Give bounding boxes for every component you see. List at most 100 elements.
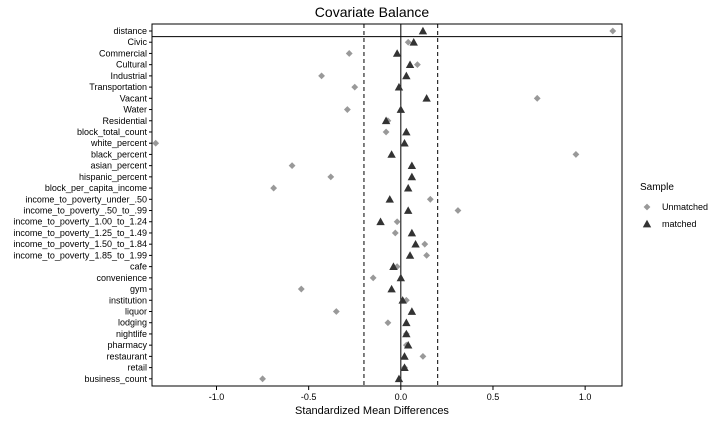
y-category-label: Vacant [120,93,148,103]
matched-point [389,262,398,270]
matched-point [392,49,402,57]
matched-point [396,105,406,113]
y-category-label: Cultural [116,60,147,70]
matched-point [376,217,385,226]
matched-point [405,60,415,69]
y-category-label: block_per_capita_income [45,183,147,193]
unmatched-point [533,94,541,102]
unmatched-point [152,139,160,147]
matched-point [381,116,391,125]
y-category-label: institution [109,295,147,305]
matched-point [402,318,411,327]
unmatched-point [393,263,401,271]
y-category-label: income_to_poverty_1.50_to_1.84 [13,239,147,249]
y-category-label: Water [123,105,147,115]
y-category-label: Commercial [99,48,147,58]
unmatched-point [343,106,351,113]
unmatched-point [369,274,377,282]
y-category-label: white_percent [90,138,148,148]
matched-point [407,228,417,237]
unmatched-point [414,61,421,69]
matched-point [407,307,417,315]
y-category-label: income_to_poverty_1.85_to_1.99 [13,250,147,260]
matched-point [396,273,406,282]
matched-point [394,82,404,91]
unmatched-point [259,375,266,383]
matched-point [385,195,394,203]
unmatched-point [384,319,392,327]
y-category-label: income_to_poverty_under_.50 [25,194,147,204]
y-category-label: gym [130,284,147,294]
y-category-label: Transportation [89,82,147,92]
matched-point [387,284,396,293]
y-category-label: nightlife [116,329,147,339]
unmatched-point [391,229,399,237]
matched-point [411,239,420,248]
y-category-label: income_to_poverty_1.00_to_1.24 [13,217,147,227]
y-category-label: retail [127,363,147,373]
unmatched-point [454,207,462,214]
matched-point [407,161,417,169]
y-category-label: hispanic_percent [79,172,148,182]
legend-unmatched-marker [643,203,651,211]
y-category-label: Civic [128,37,148,47]
unmatched-point [270,184,278,192]
unmatched-point [404,38,412,46]
matched-point [387,150,396,158]
unmatched-point [426,195,434,203]
unmatched-point [345,50,353,57]
legend-matched-marker [642,219,652,228]
y-category-label: block_total_count [77,127,148,137]
matched-point [394,374,404,383]
y-category-label: black_percent [91,149,148,159]
matched-point [403,340,413,349]
matched-point [407,172,417,181]
unmatched-point [572,151,580,158]
unmatched-point [288,162,296,170]
chart-title: Covariate Balance [315,4,430,20]
x-tick-label: 0.0 [395,392,408,402]
x-tick-label: 0.5 [487,392,500,402]
matched-point [400,352,409,360]
matched-point [409,38,418,46]
legend-title: Sample [640,182,674,193]
x-axis-label: Standardized Mean Differences [295,405,449,417]
x-tick-label: -0.5 [301,392,317,402]
matched-point [400,139,409,147]
y-category-label: business_count [84,374,147,384]
unmatched-point [327,173,335,181]
y-category-label: distance [113,26,147,36]
x-tick-label: -1.0 [209,392,225,402]
legend-entry-label: Unmatched [662,202,708,212]
matched-point [402,71,411,80]
y-category-label: asian_percent [90,161,147,171]
y-category-label: Industrial [110,71,147,81]
matched-point [403,183,413,192]
unmatched-point [351,83,359,91]
unmatched-point [318,72,325,80]
unmatched-point [297,285,305,293]
matched-point [422,94,431,102]
unmatched-point [332,308,340,315]
y-category-label: lodging [118,318,147,328]
matched-point [403,206,413,214]
unmatched-point [382,128,390,136]
unmatched-point [421,240,429,248]
y-category-label: Residential [102,116,147,126]
unmatched-point [423,252,431,259]
matched-point [402,329,411,338]
y-category-label: income_to_poverty_.50_to_.99 [23,206,147,216]
matched-point [405,251,415,259]
matched-point [418,26,428,35]
y-category-label: liquor [125,307,147,317]
unmatched-point [609,27,617,35]
unmatched-point [393,218,401,226]
y-category-label: pharmacy [107,340,147,350]
y-category-label: cafe [130,262,147,272]
unmatched-point [419,352,427,360]
y-category-label: income_to_poverty_1.25_to_1.49 [13,228,147,238]
plot-panel-border [151,23,623,387]
y-category-label: restaurant [106,351,147,361]
